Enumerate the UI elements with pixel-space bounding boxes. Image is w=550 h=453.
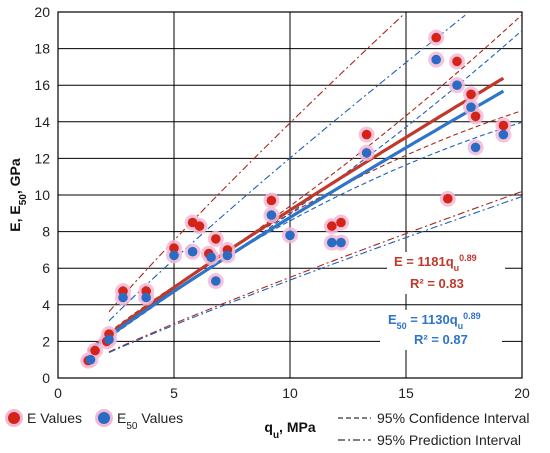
e50-point [169, 250, 179, 261]
legend-ci-label: 95% Confidence Interval [377, 410, 530, 426]
e50-point [206, 252, 216, 262]
tick-labels: 0 5 10 15 20 0 2 4 6 8 10 12 14 16 18 20 [34, 4, 530, 401]
e-point [466, 89, 476, 100]
e50-point [431, 54, 442, 65]
e-r2: R² = 0.83 [410, 276, 464, 291]
e-point [443, 193, 453, 204]
e50-point [336, 237, 346, 248]
y-tick-label: 6 [42, 260, 50, 276]
e-point [452, 56, 462, 67]
e-point [498, 120, 509, 131]
e50-point [118, 292, 128, 303]
e-point [194, 221, 205, 231]
legend-e-label: E Values [27, 410, 82, 426]
e-point [211, 234, 221, 244]
e50-point [327, 237, 337, 248]
y-tick-label: 18 [34, 41, 50, 57]
e50-r2: R² = 0.87 [414, 332, 468, 347]
e-point [361, 129, 372, 140]
e-point [336, 217, 346, 228]
e-point [90, 345, 100, 356]
y-tick-label: 20 [34, 4, 50, 20]
data-points [80, 29, 512, 369]
e-point [169, 243, 179, 253]
e50-point [222, 250, 233, 261]
e50-point [466, 102, 476, 112]
x-tick-label: 20 [514, 385, 530, 401]
e-point [431, 32, 442, 43]
y-tick-label: 14 [34, 114, 50, 130]
e-point [470, 111, 481, 122]
y-tick-label: 0 [42, 370, 50, 386]
e50-point [498, 129, 509, 140]
x-tick-label: 10 [282, 385, 298, 401]
e50-point [85, 354, 96, 365]
e-point [327, 221, 337, 231]
e-pi-upper [108, 14, 404, 313]
e50-point [141, 292, 151, 303]
y-tick-label: 16 [34, 77, 50, 93]
e-point [266, 195, 277, 206]
x-tick-label: 5 [170, 385, 178, 401]
e50-point [285, 230, 295, 241]
legend: E Values E50 Values 95% Confidence Inter… [5, 409, 530, 448]
e50-equation-box [380, 310, 502, 350]
y-tick-label: 8 [42, 224, 50, 240]
y-tick-label: 4 [42, 297, 50, 313]
e50-pi-upper [108, 14, 466, 322]
e-equation: E = 1181qu0.89 [394, 253, 477, 273]
e50-point [452, 80, 462, 90]
e50-point [187, 246, 198, 257]
legend-e-marker [8, 412, 20, 424]
e50-point [361, 148, 372, 158]
e50-point [211, 276, 221, 286]
fit-lines [87, 76, 505, 354]
y-axis-title: E, E50, GPa [7, 158, 29, 232]
x-axis-title: qu, MPa [264, 419, 315, 441]
y-tick-label: 2 [42, 333, 50, 349]
e-fit-line [87, 76, 505, 352]
legend-e50-label: E50 Values [117, 410, 183, 432]
legend-e50-marker [98, 412, 110, 424]
e50-equation: E50 = 1130qu0.89 [388, 311, 481, 331]
y-tick-label: 10 [34, 187, 50, 203]
x-tick-label: 0 [54, 385, 62, 401]
y-tick-label: 12 [34, 150, 50, 166]
e50-point [104, 334, 114, 345]
legend-pi-label: 95% Prediction Interval [377, 432, 521, 448]
x-tick-label: 15 [398, 385, 414, 401]
e50-point [266, 210, 277, 220]
e50-point [470, 142, 481, 153]
e-equation-box [387, 252, 505, 294]
e50-fit-line [87, 89, 505, 354]
